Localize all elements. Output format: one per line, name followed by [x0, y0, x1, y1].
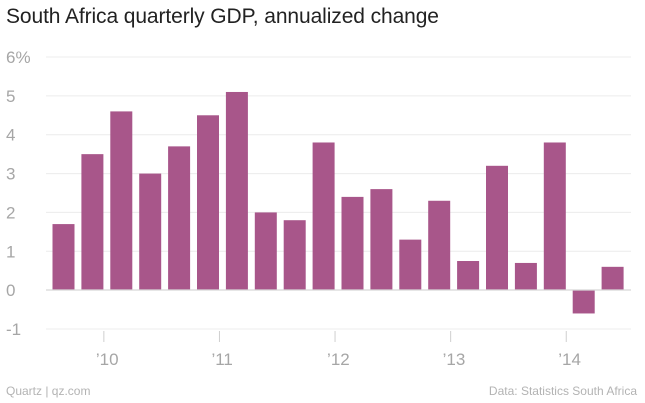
bar [543, 142, 566, 291]
bar [52, 224, 75, 291]
x-tick-label: ’14 [558, 350, 581, 369]
x-tick-label: ’10 [96, 350, 119, 369]
bar [341, 196, 364, 291]
footer-data-source: Data: Statistics South Africa [488, 384, 637, 398]
x-tick-label: ’13 [443, 350, 466, 369]
bar [197, 115, 219, 291]
bar [225, 91, 248, 291]
axes: 6% 5 4 3 2 1 0 -1 ’10 ’11 ’12 ’13 ’14 [6, 48, 631, 369]
bar [428, 200, 451, 291]
bar [168, 146, 191, 291]
y-tick-label: 1 [6, 242, 15, 261]
bar [312, 142, 335, 291]
chart-title: South Africa quarterly GDP, annualized c… [6, 5, 439, 28]
x-tick-label: ’12 [327, 350, 350, 369]
y-tick-label: 3 [6, 165, 15, 184]
y-tick-label: 0 [6, 281, 15, 300]
y-tick-label: 2 [6, 203, 15, 222]
bar [370, 189, 393, 291]
bar [572, 290, 595, 314]
bar [601, 266, 624, 291]
y-tick-label: 4 [6, 126, 15, 145]
bar [514, 262, 537, 291]
bar [486, 165, 508, 291]
footer-credit: Quartz | qz.com [6, 384, 91, 398]
y-tick-label: 6% [6, 48, 31, 67]
bar [110, 111, 133, 291]
y-tick-label: 5 [6, 87, 15, 106]
bar [457, 261, 480, 291]
bar [254, 212, 277, 291]
y-tick-label: -1 [6, 320, 21, 339]
bar [81, 154, 104, 291]
bar [139, 173, 162, 291]
bar [399, 239, 422, 291]
gridlines [46, 56, 631, 330]
bars [52, 91, 624, 314]
bar [283, 220, 306, 291]
x-tick-label: ’11 [211, 350, 232, 369]
